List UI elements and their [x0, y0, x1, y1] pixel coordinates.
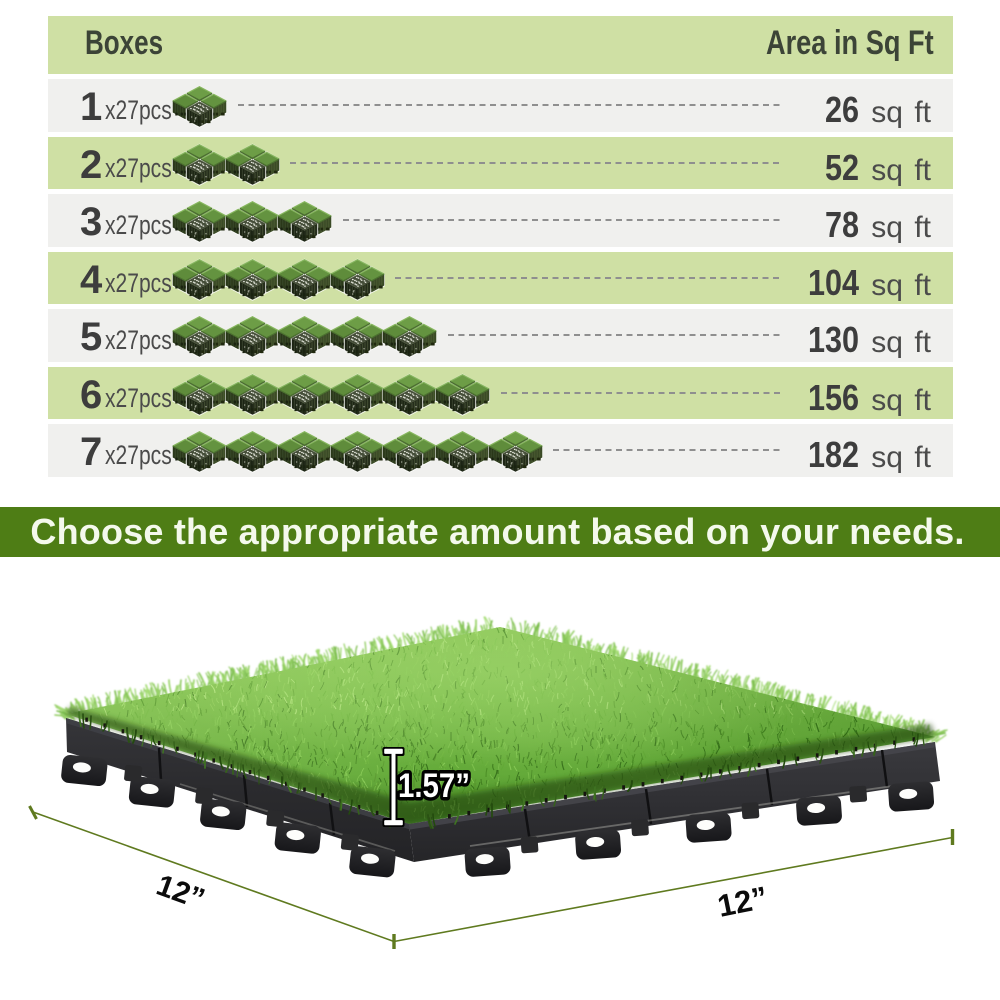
svg-text:12”: 12”: [152, 869, 209, 917]
svg-text:12”: 12”: [715, 880, 771, 924]
svg-text:1.57”: 1.57”: [398, 767, 470, 805]
